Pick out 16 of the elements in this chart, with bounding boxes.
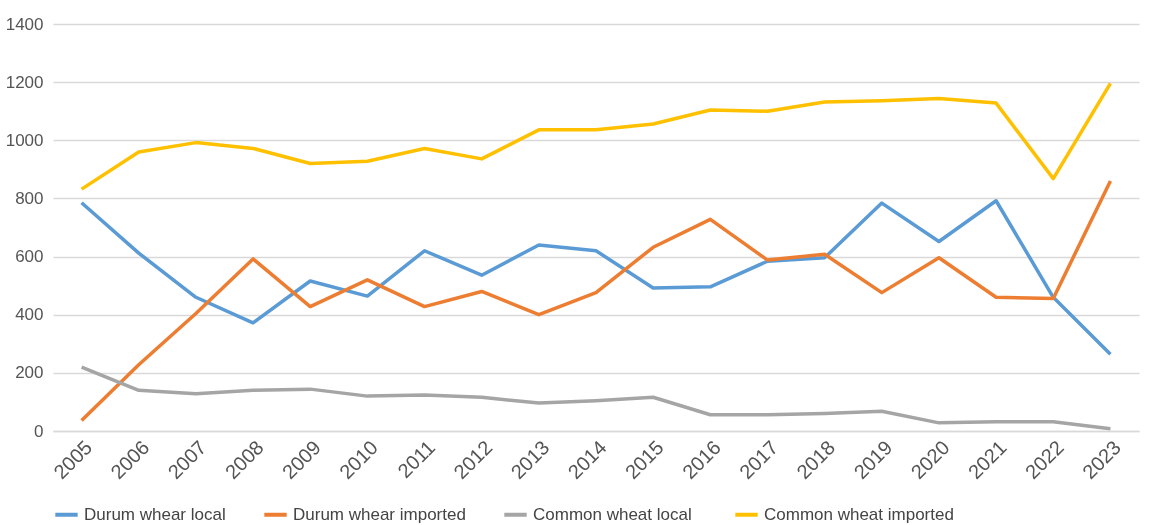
y-tick-label: 1400: [5, 14, 44, 34]
y-tick-label: 400: [15, 305, 44, 325]
y-tick-label: 200: [15, 363, 44, 383]
line-series: [79, 81, 1113, 191]
y-tick-label: 800: [15, 188, 44, 208]
legend-label: Durum whear local: [84, 504, 226, 524]
y-tick-label: 600: [15, 247, 44, 267]
line-series: [79, 365, 1113, 431]
line-series: [79, 199, 1113, 356]
y-tick-label: 1200: [5, 72, 44, 92]
legend-label: Durum whear imported: [293, 504, 466, 524]
legend-label: Common wheat imported: [764, 504, 954, 524]
line-series: [79, 179, 1113, 423]
legend-label: Common wheat local: [533, 504, 692, 524]
y-tick-label: 0: [34, 421, 44, 441]
y-tick-label: 1000: [5, 130, 44, 150]
